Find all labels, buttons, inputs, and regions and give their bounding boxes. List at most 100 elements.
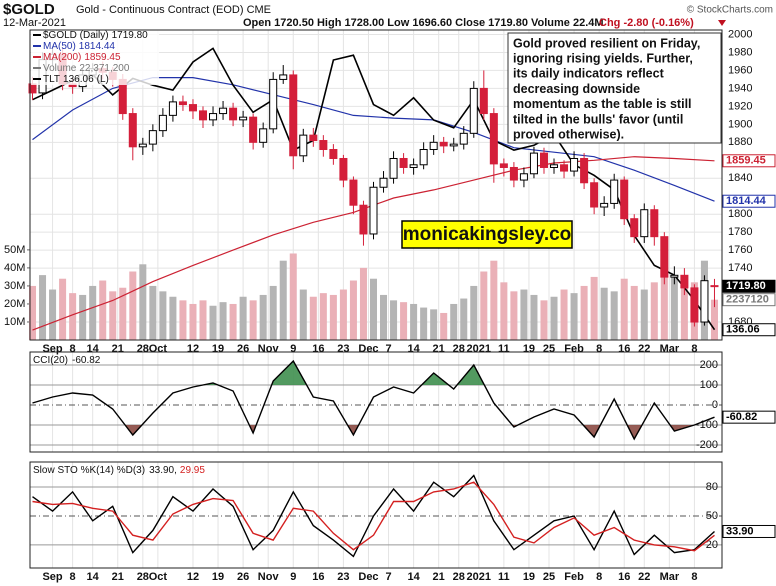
volume-bar	[339, 289, 347, 340]
volume-bar	[560, 289, 568, 340]
volume-bar	[550, 296, 558, 340]
candle-body	[399, 157, 408, 168]
x-tick-label: 28	[137, 571, 149, 583]
legend-text: (L)	[97, 74, 109, 85]
volume-bar	[59, 278, 67, 340]
x-tick-label: Oct	[149, 343, 168, 355]
y-tick-label: 1840	[728, 172, 752, 184]
value-box	[722, 194, 776, 208]
x-tick-label: 8	[691, 343, 697, 355]
y-tick-label: 200	[700, 359, 718, 371]
volume-bar	[219, 302, 227, 340]
volume-bar	[620, 278, 628, 340]
x-tick-label: 8	[70, 571, 76, 583]
volume-bar	[390, 300, 398, 340]
x-tick-label: 28	[453, 343, 465, 355]
volume-bar	[109, 291, 117, 340]
legend-bg	[31, 30, 159, 41]
volume-bar	[239, 296, 247, 340]
volume-bar	[420, 307, 428, 340]
x-tick-label: 14	[87, 571, 100, 583]
volume-bar	[179, 300, 187, 340]
volume-bar	[430, 309, 438, 340]
pane-frame	[29, 461, 723, 569]
candle-body	[239, 116, 248, 121]
volume-bar	[610, 291, 618, 340]
x-tick-label: Sep	[42, 571, 62, 583]
volume-bar	[159, 291, 167, 340]
candle-body	[128, 113, 137, 148]
annotation-line: momentum as the table is still	[513, 97, 692, 111]
x-tick-label: 19	[212, 571, 224, 583]
candle-body	[279, 74, 288, 80]
volume-bar	[199, 300, 207, 340]
x-tick-label: 25	[543, 343, 555, 355]
volume-bar	[440, 312, 448, 340]
candle-body	[449, 143, 458, 147]
y-tick-label: -200	[696, 439, 718, 451]
y-tick-label: 1760	[728, 244, 752, 256]
volume-bar	[69, 293, 77, 340]
x-tick-label: 21	[433, 571, 445, 583]
series-line	[32, 481, 715, 552]
x-tick-label: 7	[385, 571, 391, 583]
x-tick-label: Nov	[258, 571, 280, 583]
y-tick-label: 1880	[728, 136, 752, 148]
candle-body	[650, 209, 659, 238]
legend-value: 29.95	[180, 465, 205, 476]
y-tick-label: 1740	[728, 262, 752, 274]
volume-bar	[590, 276, 598, 340]
value-box	[722, 410, 776, 424]
description: Gold - Continuous Contract (EOD) CME	[76, 4, 271, 16]
candle-body	[570, 157, 579, 172]
candle-body	[178, 101, 187, 106]
symbol: $GOLD	[3, 1, 55, 18]
legend-value: -60.82	[72, 355, 101, 366]
x-tick-label: 8	[596, 571, 602, 583]
candle-body	[249, 116, 258, 143]
candle-body	[700, 280, 709, 323]
x-tick-label: 16	[312, 343, 324, 355]
stats: Open 1720.50 High 1728.00 Low 1696.60 Cl…	[243, 17, 604, 29]
x-tick-label: 16	[618, 571, 630, 583]
volume-bar	[329, 294, 337, 340]
x-tick-label: 23	[337, 571, 349, 583]
volume-bar	[289, 253, 297, 340]
volume-bar	[530, 294, 538, 340]
volume-bar	[680, 280, 688, 340]
candle-body	[429, 141, 438, 151]
x-tick-label: 25	[543, 571, 555, 583]
volume-bar	[249, 300, 257, 340]
legend-text: MA(200)	[43, 52, 81, 63]
volume-bar	[309, 296, 317, 340]
candle-body	[188, 104, 197, 112]
candle-body	[509, 166, 518, 181]
x-tick-label: 7	[385, 343, 391, 355]
x-tick-label: 19	[523, 343, 535, 355]
volume-bar	[710, 299, 718, 340]
candle-body	[389, 157, 398, 179]
volume-bar	[600, 287, 608, 340]
x-tick-label: 26	[237, 343, 249, 355]
candle-body	[580, 157, 589, 184]
value-box-label: 136.06	[726, 324, 760, 336]
legend-entry: TLT 136.06 (L)	[43, 74, 109, 85]
candle-body	[529, 152, 538, 175]
x-tick-label: 12	[187, 343, 199, 355]
legend-entry: MA(50) 1814.44	[43, 41, 115, 52]
legend-text: Slow STO %K(14) %D(3)	[33, 465, 145, 476]
x-tick-label: Mar	[660, 571, 680, 583]
legend-text: 22,371,200	[79, 63, 129, 74]
candle-body	[459, 132, 468, 145]
x-tick-label: 21	[112, 343, 124, 355]
volume-tick-label: 30M	[4, 280, 25, 292]
pane-background	[30, 462, 722, 568]
x-tick-label: 9	[290, 571, 296, 583]
pane-legend: CCI(20) -60.82	[33, 355, 101, 366]
x-tick-label: 21	[112, 571, 124, 583]
volume-bar	[99, 280, 107, 340]
volume-bar	[209, 305, 217, 340]
value-box	[722, 293, 776, 307]
x-tick-label: Nov	[258, 343, 280, 355]
x-tick-label: 8	[596, 343, 602, 355]
